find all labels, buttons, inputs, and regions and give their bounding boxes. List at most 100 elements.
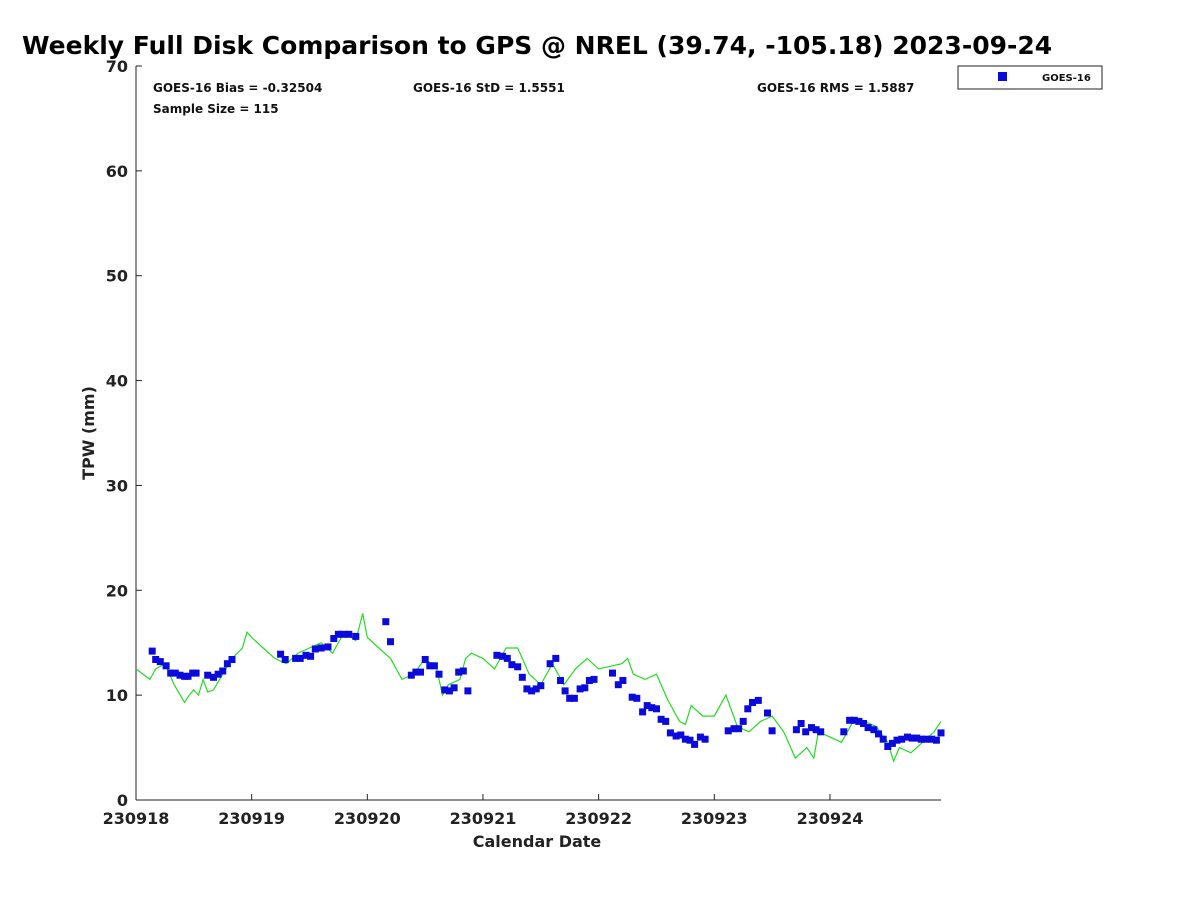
data-point-goes16 bbox=[557, 677, 564, 684]
data-point-goes16 bbox=[653, 705, 660, 713]
x-tick-label: 230918 bbox=[103, 809, 170, 828]
data-point-goes16 bbox=[643, 702, 651, 710]
data-point-goes16 bbox=[648, 704, 656, 712]
plot-area bbox=[135, 66, 941, 801]
data-point-goes16 bbox=[850, 716, 858, 724]
data-point-goes16 bbox=[691, 740, 699, 748]
data-point-goes16 bbox=[317, 644, 325, 652]
data-point-goes16 bbox=[913, 734, 921, 742]
data-point-goes16 bbox=[802, 728, 810, 736]
data-point-goes16 bbox=[296, 654, 304, 662]
data-point-goes16 bbox=[421, 656, 429, 663]
data-point-goes16 bbox=[768, 727, 776, 735]
data-point-goes16 bbox=[672, 732, 680, 740]
data-point-goes16 bbox=[219, 667, 227, 675]
data-point-goes16 bbox=[701, 735, 709, 743]
data-point-goes16 bbox=[696, 733, 704, 741]
data-point-goes16 bbox=[493, 651, 501, 659]
data-point-goes16 bbox=[846, 716, 854, 724]
data-point-goes16 bbox=[412, 668, 420, 676]
data-point-goes16 bbox=[407, 671, 415, 679]
x-axis-label: Calendar Date bbox=[473, 832, 602, 851]
data-point-goes16 bbox=[879, 735, 887, 743]
data-point-goes16 bbox=[514, 663, 522, 671]
data-point-goes16 bbox=[864, 724, 872, 732]
data-point-goes16 bbox=[609, 669, 616, 677]
chart-title: Weekly Full Disk Comparison to GPS @ NRE… bbox=[22, 31, 1052, 60]
data-point-goes16 bbox=[352, 632, 360, 640]
x-tick-label: 230923 bbox=[681, 809, 748, 828]
data-point-goes16 bbox=[657, 715, 665, 723]
data-point-goes16 bbox=[749, 699, 756, 706]
data-point-goes16 bbox=[590, 675, 598, 683]
data-point-goes16 bbox=[840, 728, 848, 736]
data-point-goes16 bbox=[441, 686, 449, 694]
data-point-goes16 bbox=[528, 687, 536, 695]
series-line-gps bbox=[135, 613, 942, 763]
y-tick-label: 20 bbox=[106, 581, 128, 600]
data-point-goes16 bbox=[677, 731, 685, 739]
data-point-goes16 bbox=[387, 638, 394, 646]
data-point-goes16 bbox=[724, 727, 732, 735]
data-point-goes16 bbox=[508, 661, 516, 669]
data-point-goes16 bbox=[888, 739, 896, 747]
y-tick-label: 10 bbox=[106, 686, 128, 705]
data-point-goes16 bbox=[192, 669, 200, 677]
legend-label-goes16: GOES-16 bbox=[1042, 73, 1091, 84]
data-point-goes16 bbox=[518, 673, 526, 681]
legend-box bbox=[957, 65, 1103, 90]
x-tick-label: 230924 bbox=[797, 809, 864, 828]
data-point-goes16 bbox=[614, 681, 622, 689]
data-point-goes16 bbox=[917, 735, 925, 743]
x-axis-ticks: 230918 230919 230920 230921 230922 230923 2309… bbox=[103, 794, 864, 828]
stat-bias: GOES-16 Bias = -0.32504 bbox=[153, 81, 322, 95]
data-point-goes16 bbox=[546, 660, 554, 668]
y-axis-label: TPW (mm) bbox=[79, 386, 98, 480]
data-point-goes16 bbox=[662, 717, 670, 725]
data-point-goes16 bbox=[875, 730, 882, 738]
data-point-goes16 bbox=[792, 726, 800, 734]
data-point-goes16 bbox=[184, 672, 192, 680]
y-axis-ticks: 0 10 20 30 40 50 60 70 bbox=[106, 57, 142, 810]
data-point-goes16 bbox=[893, 736, 901, 744]
data-point-goes16 bbox=[633, 694, 641, 702]
data-point-goes16 bbox=[281, 656, 289, 663]
data-point-goes16 bbox=[499, 652, 507, 660]
data-point-goes16 bbox=[435, 670, 443, 678]
data-point-goes16 bbox=[152, 656, 160, 663]
data-point-goes16 bbox=[445, 687, 453, 695]
data-point-goes16 bbox=[735, 725, 743, 733]
data-point-goes16 bbox=[223, 660, 231, 668]
data-point-goes16 bbox=[744, 705, 752, 713]
data-point-goes16 bbox=[739, 717, 747, 725]
legend: GOES-16 bbox=[957, 65, 1103, 90]
data-point-goes16 bbox=[570, 694, 578, 702]
y-tick-label: 60 bbox=[106, 162, 128, 181]
data-point-goes16 bbox=[754, 696, 762, 704]
data-point-goes16 bbox=[898, 735, 906, 743]
data-point-goes16 bbox=[459, 667, 467, 675]
y-tick-label: 70 bbox=[106, 57, 128, 76]
data-point-goes16 bbox=[797, 720, 805, 727]
data-point-goes16 bbox=[345, 630, 353, 638]
data-point-goes16 bbox=[561, 687, 569, 695]
data-point-goes16 bbox=[870, 726, 878, 734]
data-point-goes16 bbox=[162, 662, 170, 670]
y-tick-label: 0 bbox=[117, 791, 128, 810]
data-point-goes16 bbox=[639, 708, 647, 716]
data-point-goes16 bbox=[292, 654, 300, 662]
stat-rms: GOES-16 RMS = 1.5887 bbox=[757, 81, 914, 95]
data-point-goes16 bbox=[884, 743, 892, 750]
data-point-goes16 bbox=[585, 677, 593, 684]
data-point-goes16 bbox=[204, 671, 212, 679]
data-point-goes16 bbox=[228, 656, 236, 663]
data-point-goes16 bbox=[817, 728, 825, 736]
data-point-goes16 bbox=[148, 647, 156, 655]
legend-marker-goes16 bbox=[998, 72, 1007, 81]
data-point-goes16 bbox=[576, 685, 584, 693]
data-point-goes16 bbox=[324, 643, 332, 651]
data-point-goes16 bbox=[307, 652, 315, 660]
data-point-goes16 bbox=[210, 673, 217, 681]
data-point-goes16 bbox=[450, 684, 458, 692]
